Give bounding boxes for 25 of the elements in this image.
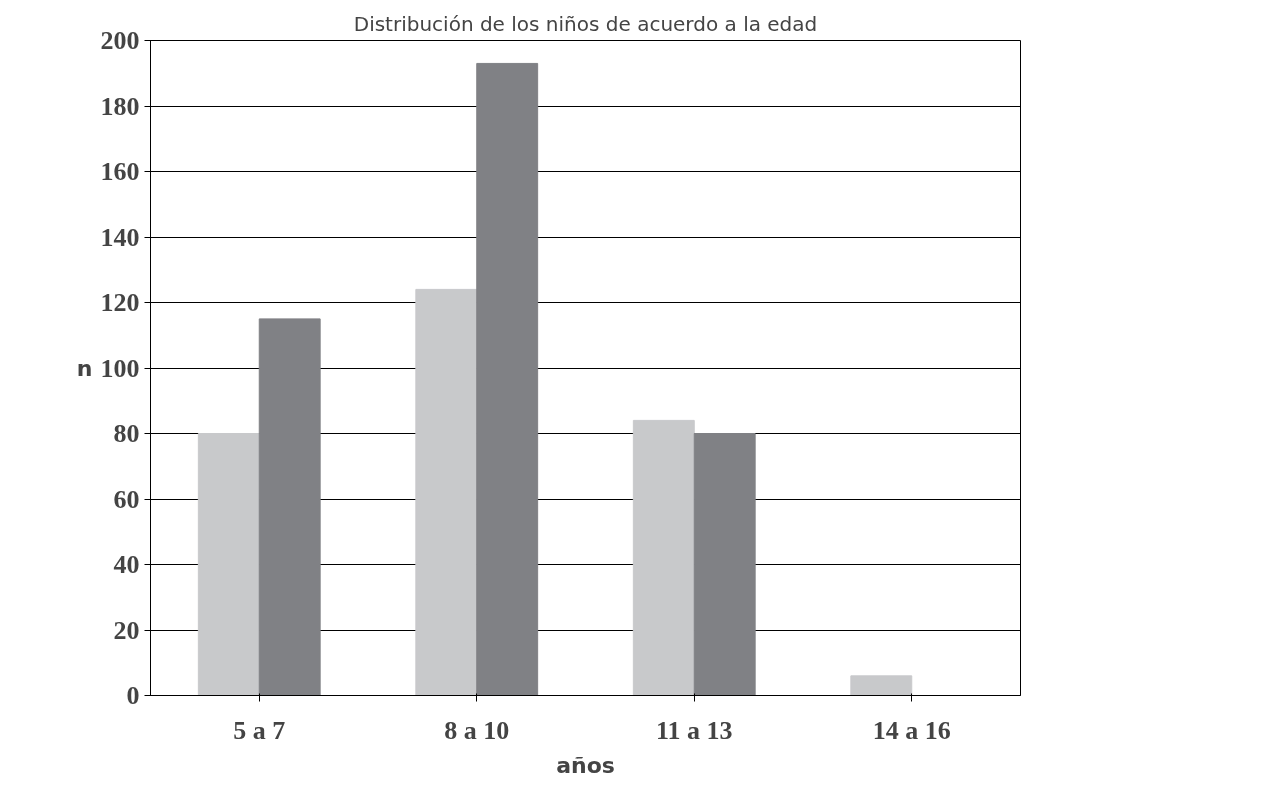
y-tick-label: 200 <box>100 26 140 55</box>
bar <box>850 675 913 696</box>
y-tick-label: 60 <box>113 484 140 514</box>
chart-title: Distribución de los niños de acuerdo a la edad <box>353 11 818 36</box>
y-tick-label: 100 <box>100 353 140 383</box>
y-tick-label: 140 <box>100 222 140 252</box>
bar <box>476 62 539 696</box>
y-axis-title: n <box>76 355 93 381</box>
bar <box>632 419 695 696</box>
x-tick-label: 8 a 10 <box>444 715 510 745</box>
y-tick-label: 0 <box>126 681 140 710</box>
x-tick-label: 5 a 7 <box>233 715 286 745</box>
y-tick-label: 40 <box>113 550 140 579</box>
bar <box>693 433 756 696</box>
x-tick-label: 11 a 13 <box>655 715 733 745</box>
y-tick-label: 160 <box>100 157 140 186</box>
y-tick-label: 120 <box>100 288 140 317</box>
y-tick-label: 180 <box>100 91 140 121</box>
bar <box>197 433 260 696</box>
x-axis-title: años <box>556 752 615 778</box>
y-tick-label: 20 <box>113 615 140 645</box>
y-tick-label: 80 <box>113 419 140 448</box>
x-tick-label: 14 a 16 <box>872 715 951 745</box>
bar <box>258 318 321 696</box>
bar <box>415 288 478 696</box>
